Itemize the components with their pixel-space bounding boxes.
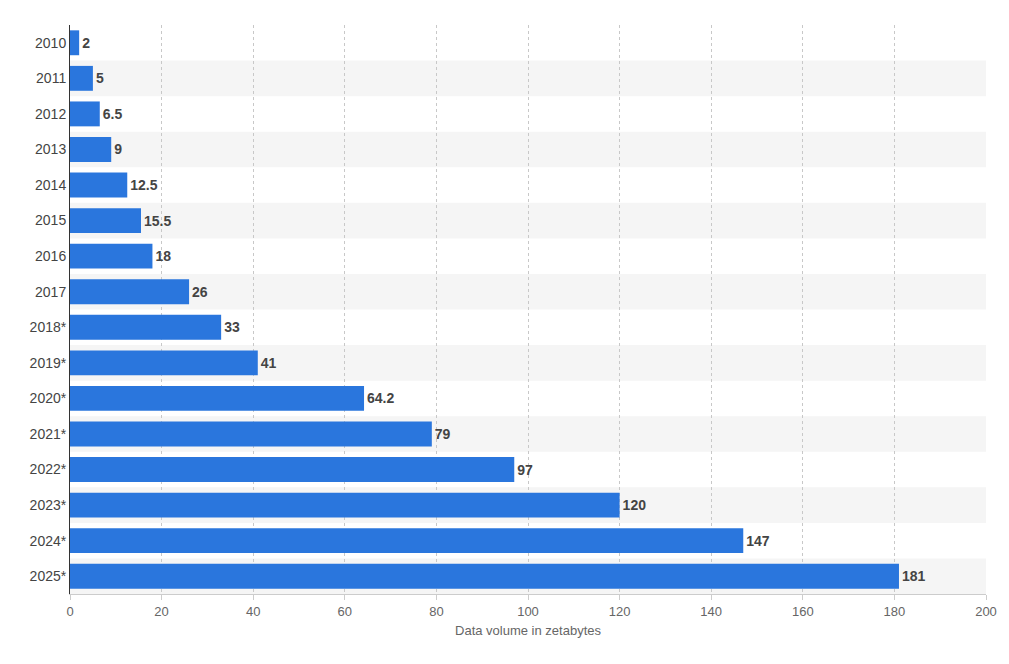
svg-text:9: 9	[114, 141, 122, 157]
svg-text:5: 5	[96, 70, 104, 86]
svg-text:2: 2	[82, 35, 90, 51]
svg-text:2017: 2017	[35, 284, 66, 300]
svg-text:2022*: 2022*	[30, 461, 67, 477]
svg-text:6.5: 6.5	[103, 106, 123, 122]
svg-text:2011: 2011	[36, 70, 66, 86]
svg-text:Data volume in zetabytes: Data volume in zetabytes	[455, 623, 601, 638]
svg-text:2014: 2014	[35, 177, 66, 193]
svg-text:160: 160	[792, 604, 814, 619]
svg-text:2013: 2013	[35, 141, 66, 157]
svg-text:2015: 2015	[35, 212, 66, 228]
svg-text:2016: 2016	[35, 248, 66, 264]
svg-text:41: 41	[261, 355, 277, 371]
svg-text:120: 120	[623, 497, 647, 513]
svg-text:26: 26	[192, 284, 208, 300]
svg-text:180: 180	[884, 604, 906, 619]
svg-text:120: 120	[609, 604, 631, 619]
svg-text:2024*: 2024*	[30, 533, 67, 549]
svg-text:80: 80	[429, 604, 443, 619]
svg-text:2010: 2010	[35, 35, 66, 51]
svg-text:181: 181	[902, 568, 926, 584]
svg-text:79: 79	[435, 426, 451, 442]
svg-text:2025*: 2025*	[30, 568, 67, 584]
svg-text:147: 147	[746, 533, 770, 549]
svg-text:12.5: 12.5	[130, 177, 157, 193]
svg-text:2018*: 2018*	[30, 319, 67, 335]
svg-text:2023*: 2023*	[30, 497, 67, 513]
svg-text:97: 97	[517, 462, 533, 478]
svg-text:200: 200	[975, 604, 997, 619]
svg-text:2012: 2012	[35, 106, 66, 122]
svg-text:2019*: 2019*	[30, 355, 67, 371]
svg-text:60: 60	[338, 604, 352, 619]
svg-text:15.5: 15.5	[144, 213, 171, 229]
svg-text:40: 40	[246, 604, 260, 619]
svg-text:100: 100	[517, 604, 539, 619]
svg-text:2021*: 2021*	[30, 426, 67, 442]
svg-text:64.2: 64.2	[367, 390, 394, 406]
svg-text:0: 0	[66, 604, 73, 619]
svg-text:20: 20	[154, 604, 168, 619]
svg-text:18: 18	[155, 248, 171, 264]
svg-text:2020*: 2020*	[30, 390, 67, 406]
svg-text:33: 33	[224, 319, 240, 335]
svg-text:140: 140	[700, 604, 722, 619]
